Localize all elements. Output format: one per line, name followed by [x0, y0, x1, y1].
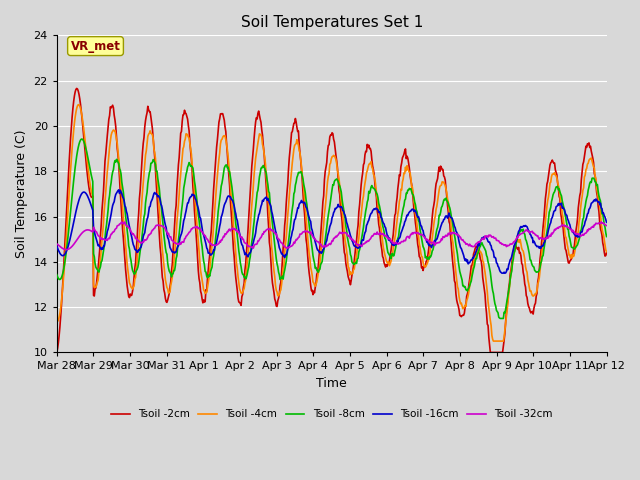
Tsoil -2cm — [73, 85, 81, 91]
Tsoil -4cm — [53, 319, 61, 324]
Tsoil -4cm — [399, 176, 407, 182]
Tsoil -8cm — [415, 219, 423, 225]
Line: Tsoil -32cm: Tsoil -32cm — [57, 222, 607, 250]
Tsoil -2cm — [63, 204, 70, 210]
Text: VR_met: VR_met — [70, 40, 120, 53]
Tsoil -32cm — [120, 219, 128, 225]
Tsoil -2cm — [53, 349, 61, 355]
Tsoil -8cm — [603, 234, 611, 240]
Tsoil -4cm — [176, 180, 184, 185]
Line: Tsoil -2cm: Tsoil -2cm — [57, 88, 607, 352]
Tsoil -32cm — [415, 231, 423, 237]
Tsoil -16cm — [120, 198, 128, 204]
Tsoil -4cm — [74, 102, 82, 108]
Tsoil -8cm — [53, 272, 61, 277]
Tsoil -8cm — [176, 224, 184, 229]
Tsoil -32cm — [603, 223, 611, 228]
Tsoil -16cm — [53, 243, 61, 249]
Tsoil -2cm — [205, 259, 213, 265]
Tsoil -4cm — [63, 228, 70, 233]
Tsoil -4cm — [120, 225, 128, 230]
Tsoil -16cm — [399, 224, 407, 230]
Tsoil -16cm — [205, 250, 213, 256]
Tsoil -16cm — [115, 187, 123, 192]
Tsoil -8cm — [120, 198, 128, 204]
Tsoil -8cm — [78, 136, 86, 142]
Tsoil -32cm — [53, 241, 61, 247]
Line: Tsoil -8cm: Tsoil -8cm — [57, 139, 607, 318]
Tsoil -2cm — [176, 142, 184, 148]
Tsoil -32cm — [205, 240, 213, 245]
Legend: Tsoil -2cm, Tsoil -4cm, Tsoil -8cm, Tsoil -16cm, Tsoil -32cm: Tsoil -2cm, Tsoil -4cm, Tsoil -8cm, Tsoi… — [107, 405, 557, 423]
Tsoil -16cm — [499, 270, 506, 276]
Tsoil -8cm — [63, 245, 70, 251]
Line: Tsoil -4cm: Tsoil -4cm — [57, 105, 607, 341]
Y-axis label: Soil Temperature (C): Soil Temperature (C) — [15, 130, 28, 258]
Tsoil -16cm — [63, 248, 70, 253]
Tsoil -16cm — [603, 219, 611, 225]
Tsoil -4cm — [415, 241, 423, 247]
Tsoil -32cm — [176, 240, 184, 246]
Tsoil -32cm — [64, 247, 72, 252]
Tsoil -2cm — [415, 253, 423, 259]
Tsoil -4cm — [603, 249, 611, 254]
Tsoil -32cm — [62, 247, 70, 252]
Tsoil -2cm — [603, 250, 611, 256]
Title: Soil Temperatures Set 1: Soil Temperatures Set 1 — [241, 15, 423, 30]
Tsoil -2cm — [399, 153, 407, 159]
X-axis label: Time: Time — [316, 377, 347, 390]
Tsoil -8cm — [399, 205, 407, 211]
Line: Tsoil -16cm: Tsoil -16cm — [57, 190, 607, 273]
Tsoil -4cm — [490, 338, 497, 344]
Tsoil -16cm — [176, 235, 184, 241]
Tsoil -2cm — [120, 246, 128, 252]
Tsoil -8cm — [205, 272, 213, 278]
Tsoil -4cm — [205, 275, 213, 281]
Tsoil -16cm — [415, 216, 423, 222]
Tsoil -32cm — [399, 239, 407, 245]
Tsoil -8cm — [497, 315, 504, 321]
Tsoil -32cm — [597, 219, 605, 225]
